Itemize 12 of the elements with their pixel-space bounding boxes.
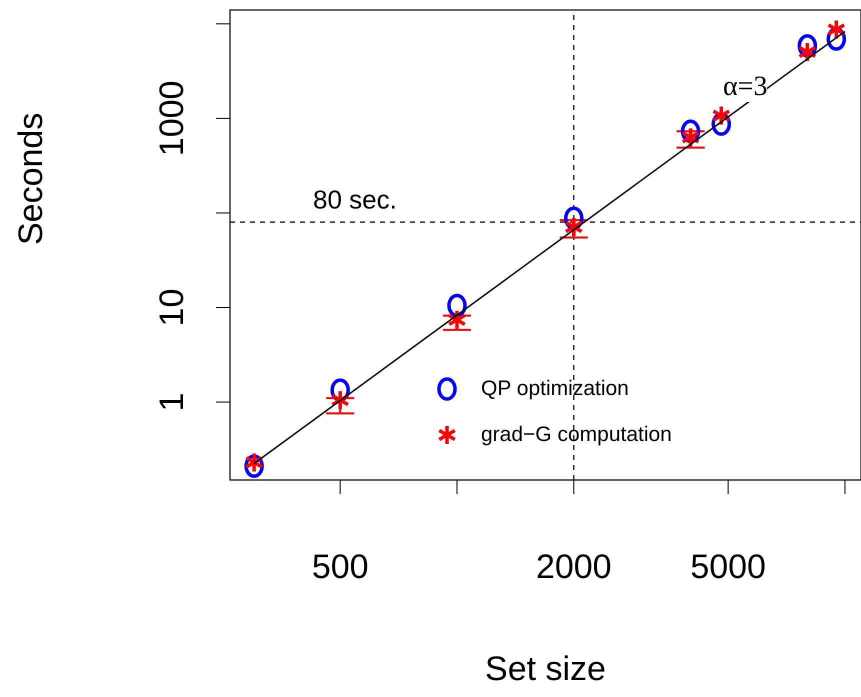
- x-tick-label: 2000: [536, 548, 612, 586]
- annotation: α=3: [723, 71, 768, 102]
- y-tick-label: 1000: [153, 80, 191, 156]
- x-axis-title: Set size: [485, 650, 606, 688]
- y-axis-title: Seconds: [12, 112, 50, 245]
- y-tick-label: 10: [153, 288, 191, 326]
- legend-label: grad−G computation: [481, 423, 672, 447]
- legend-label: QP optimization: [481, 377, 629, 401]
- x-tick-label: 500: [312, 548, 369, 586]
- ref-line-label: 80 sec.: [313, 184, 397, 215]
- x-tick-label: 5000: [690, 548, 766, 586]
- y-tick-label: 1: [153, 392, 191, 412]
